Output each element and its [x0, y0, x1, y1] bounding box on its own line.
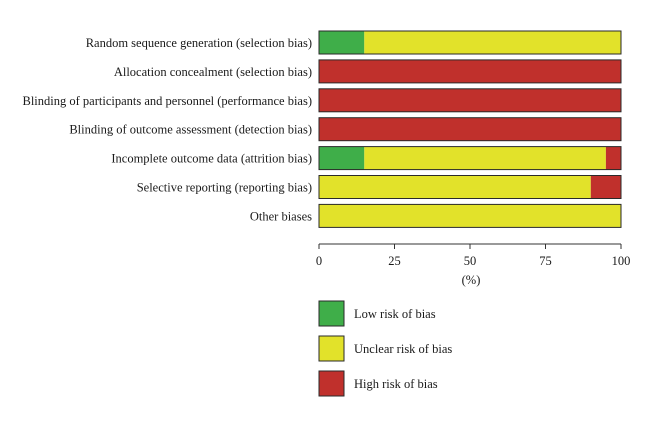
bar-outline — [318, 117, 622, 142]
bars-layer — [318, 30, 622, 228]
bar-segment-low-risk-of-bias — [319, 146, 365, 170]
bar-segment-unclear-risk-of-bias — [364, 31, 621, 54]
bar-segment-high-risk-of-bias — [319, 88, 621, 112]
x-axis-label: (%) — [462, 273, 481, 287]
bar-outline — [318, 88, 622, 113]
category-label: Selective reporting (reporting bias) — [137, 181, 312, 195]
legend: Low risk of bias Unclear risk of bias High… — [318, 300, 452, 397]
bar-segment-low-risk-of-bias — [319, 31, 365, 54]
category-label: Blinding of outcome assessment (detectio… — [69, 123, 312, 137]
x-tick-label: 0 — [316, 254, 322, 268]
category-label: Blinding of participants and personnel (… — [23, 94, 313, 108]
x-tick-label: 50 — [464, 254, 477, 268]
bar-outline — [318, 146, 622, 171]
legend-swatch — [318, 370, 345, 397]
bar-segment-high-risk-of-bias — [319, 117, 621, 141]
legend-label: Low risk of bias — [354, 307, 436, 321]
x-tick-label: 75 — [539, 254, 552, 268]
bar-outline — [318, 175, 622, 199]
legend-swatch — [318, 300, 345, 327]
legend-swatch — [318, 335, 345, 362]
bar-segment-unclear-risk-of-bias — [319, 175, 591, 199]
category-label: Allocation concealment (selection bias) — [114, 65, 312, 79]
bar-segment-unclear-risk-of-bias — [364, 146, 606, 170]
category-label: Other biases — [250, 209, 312, 223]
legend-label: High risk of bias — [354, 377, 438, 391]
bar-outline — [318, 203, 622, 228]
bar-outline — [318, 59, 622, 84]
bar-outline — [318, 30, 622, 55]
x-tick-label: 100 — [612, 254, 631, 268]
bar-segment-high-risk-of-bias — [319, 59, 621, 83]
category-label: Random sequence generation (selection bi… — [86, 36, 312, 50]
legend-label: Unclear risk of bias — [354, 342, 452, 356]
bar-segment-high-risk-of-bias — [605, 146, 621, 170]
bar-segment-high-risk-of-bias — [590, 175, 621, 199]
category-labels: Random sequence generation (selection bi… — [23, 36, 313, 223]
category-label: Incomplete outcome data (attrition bias) — [111, 152, 312, 166]
x-tick-label: 25 — [388, 254, 401, 268]
x-axis: (%) 0 25 50 75 100 — [316, 243, 631, 287]
bar-segment-unclear-risk-of-bias — [319, 204, 621, 228]
